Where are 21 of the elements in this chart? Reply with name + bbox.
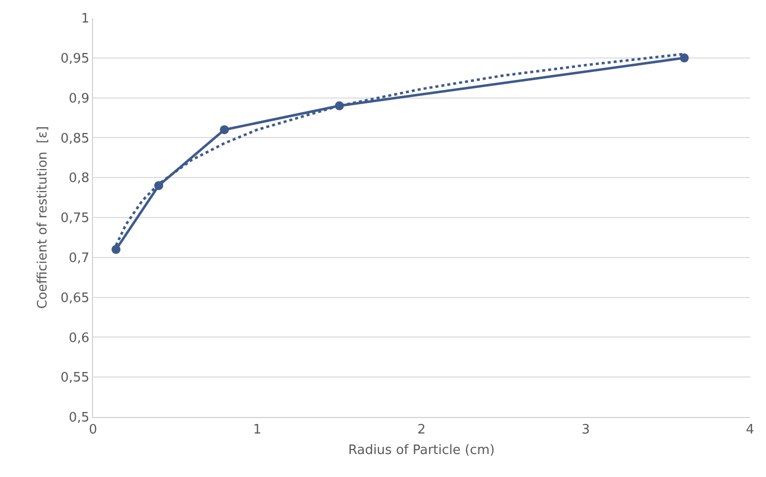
- x-tick-label: 1: [253, 422, 262, 438]
- y-tick-label: 0,75: [60, 211, 90, 226]
- x-tick-label: 2: [417, 422, 426, 438]
- x-tick-label: 3: [582, 422, 590, 438]
- y-tick-label: 1: [81, 12, 90, 27]
- y-tick-label: 0,6: [68, 330, 90, 346]
- x-axis-title: Radius of Particle (cm): [348, 443, 495, 458]
- point: [680, 53, 689, 62]
- y-tick-label: 0,7: [68, 250, 90, 266]
- y-tick-label: 0,55: [60, 370, 90, 386]
- y-axis-title: Coefficient of restitution [ε]: [35, 126, 50, 309]
- y-tick-label: 0,9: [68, 91, 90, 106]
- y-tick-label: 0,95: [60, 51, 90, 66]
- x-tick-label: 0: [88, 422, 98, 438]
- point: [112, 244, 120, 254]
- y-tick-label: 0,85: [60, 131, 90, 146]
- y-tick-label: 0,8: [68, 171, 90, 186]
- y-tick-label: 0,65: [60, 290, 90, 306]
- x-tick-label: 4: [746, 422, 754, 438]
- point: [220, 125, 229, 134]
- y-tick-label: 0,5: [68, 410, 90, 426]
